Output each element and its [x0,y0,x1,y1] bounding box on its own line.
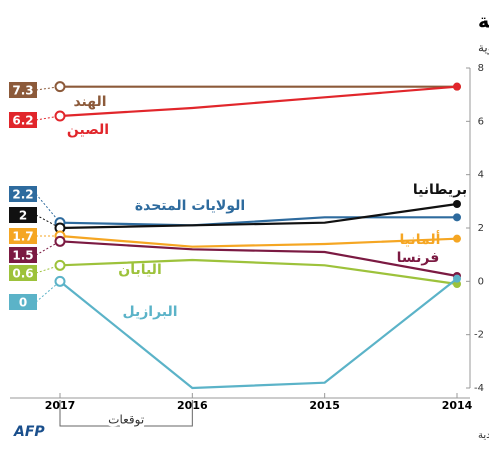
point-end [453,213,461,222]
y-tick-label: 0 [478,276,484,287]
series-line [59,277,458,390]
value-label: 2.2 [12,188,33,202]
y-tick-label: 2 [478,223,484,234]
value-box [9,265,37,281]
value-label: 6.2 [12,114,33,128]
point-start [54,259,66,271]
y-tick-label: 8 [478,63,484,74]
series-line [59,240,458,278]
value-box [9,294,37,310]
point-start [54,110,66,122]
value-box [9,207,37,223]
forecast-bracket [59,400,193,427]
leader [35,280,61,303]
series-line [59,216,457,227]
x-tick-label: 2014 [442,399,473,412]
value-box [9,228,37,244]
y-tick-label: 6 [478,116,484,127]
value-label: 1.7 [12,230,33,244]
series-line [59,234,458,248]
logo: AFP [13,424,45,440]
point-end [453,274,461,283]
source: المصدر: منظمة التعاون والتنمية الاقتصادي… [478,430,489,441]
point-end [453,82,461,91]
chart-title: توقعات منظمة التعاون والتنمية الاقتصادية [478,11,489,33]
series-line [59,85,458,118]
series-label: البرازيل [122,304,177,320]
value-label: 1.5 [12,249,33,263]
series-line [59,258,458,286]
leader [35,214,61,229]
series-label: الولايات المتحدة [135,198,245,214]
series-line [59,202,458,230]
value-label: 0.6 [12,267,33,281]
forecast-label: توقعات [108,413,144,428]
point-start [54,275,66,287]
value-box [9,186,37,202]
leader [35,193,61,223]
subtitle: النمو السنوي بالنسبة المئوية [478,41,489,56]
y-tick-label: -2 [474,330,484,341]
series-label: بريطانيا [413,182,467,198]
y-tick-label: -4 [474,383,484,394]
value-label: 0 [19,296,27,310]
series-label: الصين [67,122,109,138]
x-tick-label: 2015 [309,399,340,412]
value-label: 7.3 [12,84,33,98]
series-label: اليابان [118,262,162,278]
y-tick-label: 4 [478,170,484,181]
point-end [453,200,461,208]
point-start [54,235,66,247]
value-box [9,247,37,263]
value-box [9,112,37,128]
value-box [9,82,37,98]
leader [35,240,61,256]
series-label: الهند [73,94,106,110]
series-label: ألمانيا [400,230,441,248]
series-label: فرنسا [397,250,440,266]
value-label: 2 [19,209,27,223]
point-start [54,81,66,93]
point-end [453,234,461,243]
